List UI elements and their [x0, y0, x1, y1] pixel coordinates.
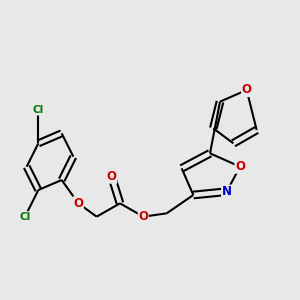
Text: Cl: Cl: [20, 212, 31, 222]
Text: N: N: [222, 185, 232, 198]
Text: Cl: Cl: [33, 105, 44, 115]
Text: O: O: [138, 210, 148, 223]
Text: O: O: [242, 83, 252, 97]
Text: O: O: [73, 197, 83, 210]
Text: O: O: [107, 170, 117, 183]
Text: O: O: [235, 160, 245, 173]
